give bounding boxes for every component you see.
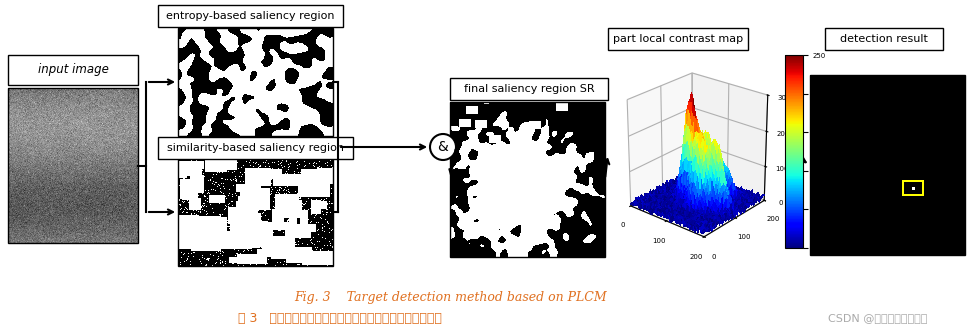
Text: CSDN @青春是一条不帰路: CSDN @青春是一条不帰路 <box>828 313 927 323</box>
Text: detection result: detection result <box>840 34 928 44</box>
Text: part local contrast map: part local contrast map <box>613 34 743 44</box>
Bar <box>158 137 353 159</box>
Text: 图 3   基于区域局部对比度方法的红外弱小目标检测流程图: 图 3 基于区域局部对比度方法的红外弱小目标检测流程图 <box>238 312 442 325</box>
Text: final saliency region SR: final saliency region SR <box>464 84 594 94</box>
Text: entropy-based saliency region: entropy-based saliency region <box>167 11 335 21</box>
Bar <box>608 28 748 50</box>
Bar <box>8 55 138 85</box>
Circle shape <box>430 134 456 160</box>
Bar <box>178 158 333 266</box>
Bar <box>825 28 943 50</box>
Bar <box>158 5 343 27</box>
Text: &: & <box>437 140 448 154</box>
Bar <box>810 75 965 255</box>
Text: input image: input image <box>38 63 108 76</box>
Text: similarity-based saliency region: similarity-based saliency region <box>167 143 344 153</box>
Text: Fig. 3    Target detection method based on PLCM: Fig. 3 Target detection method based on … <box>294 291 606 304</box>
Bar <box>450 78 608 100</box>
Bar <box>178 28 333 136</box>
Bar <box>8 88 138 243</box>
Bar <box>450 102 605 257</box>
